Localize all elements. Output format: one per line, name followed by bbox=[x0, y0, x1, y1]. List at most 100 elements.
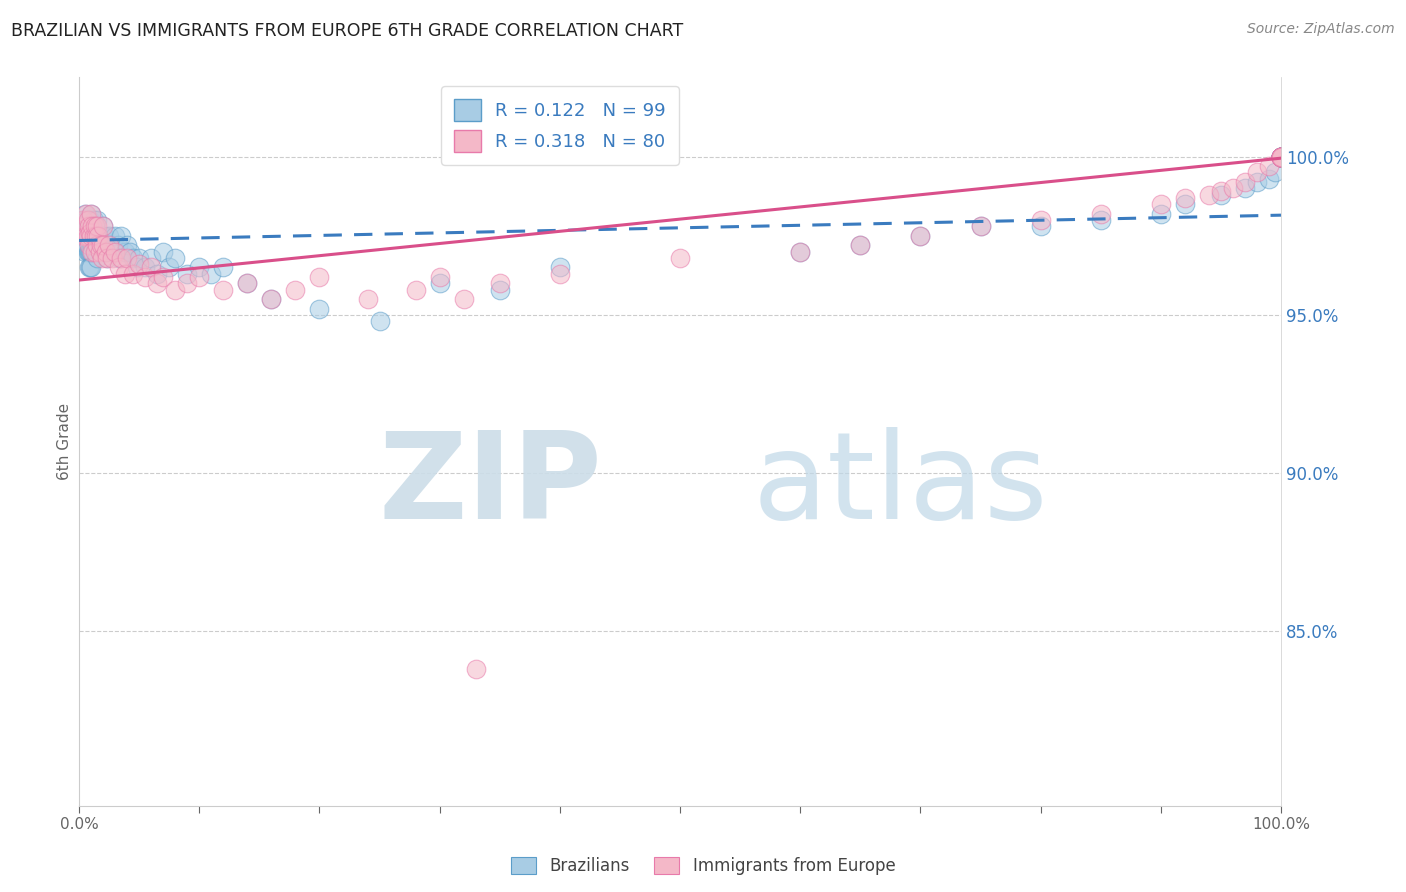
Point bbox=[75, 228, 97, 243]
Point bbox=[86, 238, 108, 252]
Point bbox=[118, 244, 141, 259]
Point bbox=[141, 251, 163, 265]
Point bbox=[1150, 206, 1173, 220]
Point bbox=[84, 228, 107, 243]
Point bbox=[1264, 165, 1286, 179]
Point bbox=[910, 228, 932, 243]
Text: Source: ZipAtlas.com: Source: ZipAtlas.com bbox=[1247, 22, 1395, 37]
Point bbox=[910, 228, 932, 243]
Point bbox=[146, 277, 169, 291]
Point bbox=[83, 244, 105, 259]
Legend: Brazilians, Immigrants from Europe: Brazilians, Immigrants from Europe bbox=[502, 849, 904, 884]
Point bbox=[76, 213, 98, 227]
Point bbox=[1270, 150, 1292, 164]
Point bbox=[1270, 150, 1292, 164]
Point bbox=[72, 213, 94, 227]
Point bbox=[849, 238, 872, 252]
Point bbox=[114, 244, 136, 259]
Point bbox=[79, 260, 101, 275]
Point bbox=[115, 238, 138, 252]
Point bbox=[1150, 197, 1173, 211]
Point bbox=[429, 269, 451, 284]
Point bbox=[82, 238, 104, 252]
Point bbox=[1270, 150, 1292, 164]
Point bbox=[1090, 213, 1112, 227]
Point bbox=[1209, 187, 1232, 202]
Point bbox=[260, 292, 283, 306]
Point bbox=[789, 244, 811, 259]
Point bbox=[114, 267, 136, 281]
Point bbox=[1198, 187, 1220, 202]
Point bbox=[1174, 191, 1197, 205]
Point bbox=[86, 213, 108, 227]
Point bbox=[122, 267, 145, 281]
Point bbox=[1270, 150, 1292, 164]
Point bbox=[77, 244, 100, 259]
Point bbox=[76, 219, 98, 234]
Point bbox=[212, 260, 235, 275]
Point bbox=[236, 277, 259, 291]
Point bbox=[146, 267, 169, 281]
Point bbox=[86, 219, 108, 234]
Point bbox=[91, 238, 114, 252]
Point bbox=[91, 219, 114, 234]
Point bbox=[1270, 150, 1292, 164]
Point bbox=[488, 283, 510, 297]
Point bbox=[90, 238, 112, 252]
Point bbox=[1270, 150, 1292, 164]
Text: atlas: atlas bbox=[752, 426, 1047, 544]
Point bbox=[1090, 206, 1112, 220]
Point bbox=[1270, 150, 1292, 164]
Point bbox=[176, 277, 198, 291]
Y-axis label: 6th Grade: 6th Grade bbox=[58, 403, 72, 480]
Point bbox=[98, 228, 121, 243]
Point bbox=[79, 244, 101, 259]
Point bbox=[75, 206, 97, 220]
Point bbox=[87, 228, 110, 243]
Point bbox=[77, 238, 100, 252]
Point bbox=[1270, 150, 1292, 164]
Point bbox=[152, 244, 174, 259]
Point bbox=[83, 228, 105, 243]
Point bbox=[80, 228, 103, 243]
Point bbox=[72, 228, 94, 243]
Point bbox=[1246, 165, 1268, 179]
Point bbox=[93, 228, 115, 243]
Point bbox=[1258, 159, 1281, 173]
Point bbox=[89, 244, 111, 259]
Point bbox=[91, 228, 114, 243]
Point bbox=[75, 228, 97, 243]
Point bbox=[79, 213, 101, 227]
Point bbox=[1270, 150, 1292, 164]
Point bbox=[76, 244, 98, 259]
Point bbox=[70, 213, 93, 227]
Point bbox=[669, 251, 692, 265]
Point bbox=[849, 238, 872, 252]
Point bbox=[79, 226, 101, 240]
Point bbox=[82, 219, 104, 234]
Point bbox=[134, 269, 156, 284]
Point bbox=[1029, 213, 1052, 227]
Point bbox=[77, 213, 100, 227]
Point bbox=[77, 228, 100, 243]
Point bbox=[86, 228, 108, 243]
Point bbox=[94, 244, 117, 259]
Point bbox=[200, 267, 222, 281]
Point bbox=[80, 206, 103, 220]
Point bbox=[94, 244, 117, 259]
Point bbox=[152, 269, 174, 284]
Point bbox=[75, 213, 97, 227]
Point bbox=[1222, 181, 1244, 195]
Point bbox=[188, 260, 211, 275]
Point bbox=[1270, 150, 1292, 164]
Point bbox=[110, 251, 132, 265]
Point bbox=[80, 260, 103, 275]
Point bbox=[308, 269, 330, 284]
Point bbox=[75, 228, 97, 243]
Point bbox=[73, 219, 96, 234]
Point bbox=[75, 238, 97, 252]
Point bbox=[83, 238, 105, 252]
Point bbox=[1174, 197, 1197, 211]
Point bbox=[96, 251, 118, 265]
Point bbox=[1270, 150, 1292, 164]
